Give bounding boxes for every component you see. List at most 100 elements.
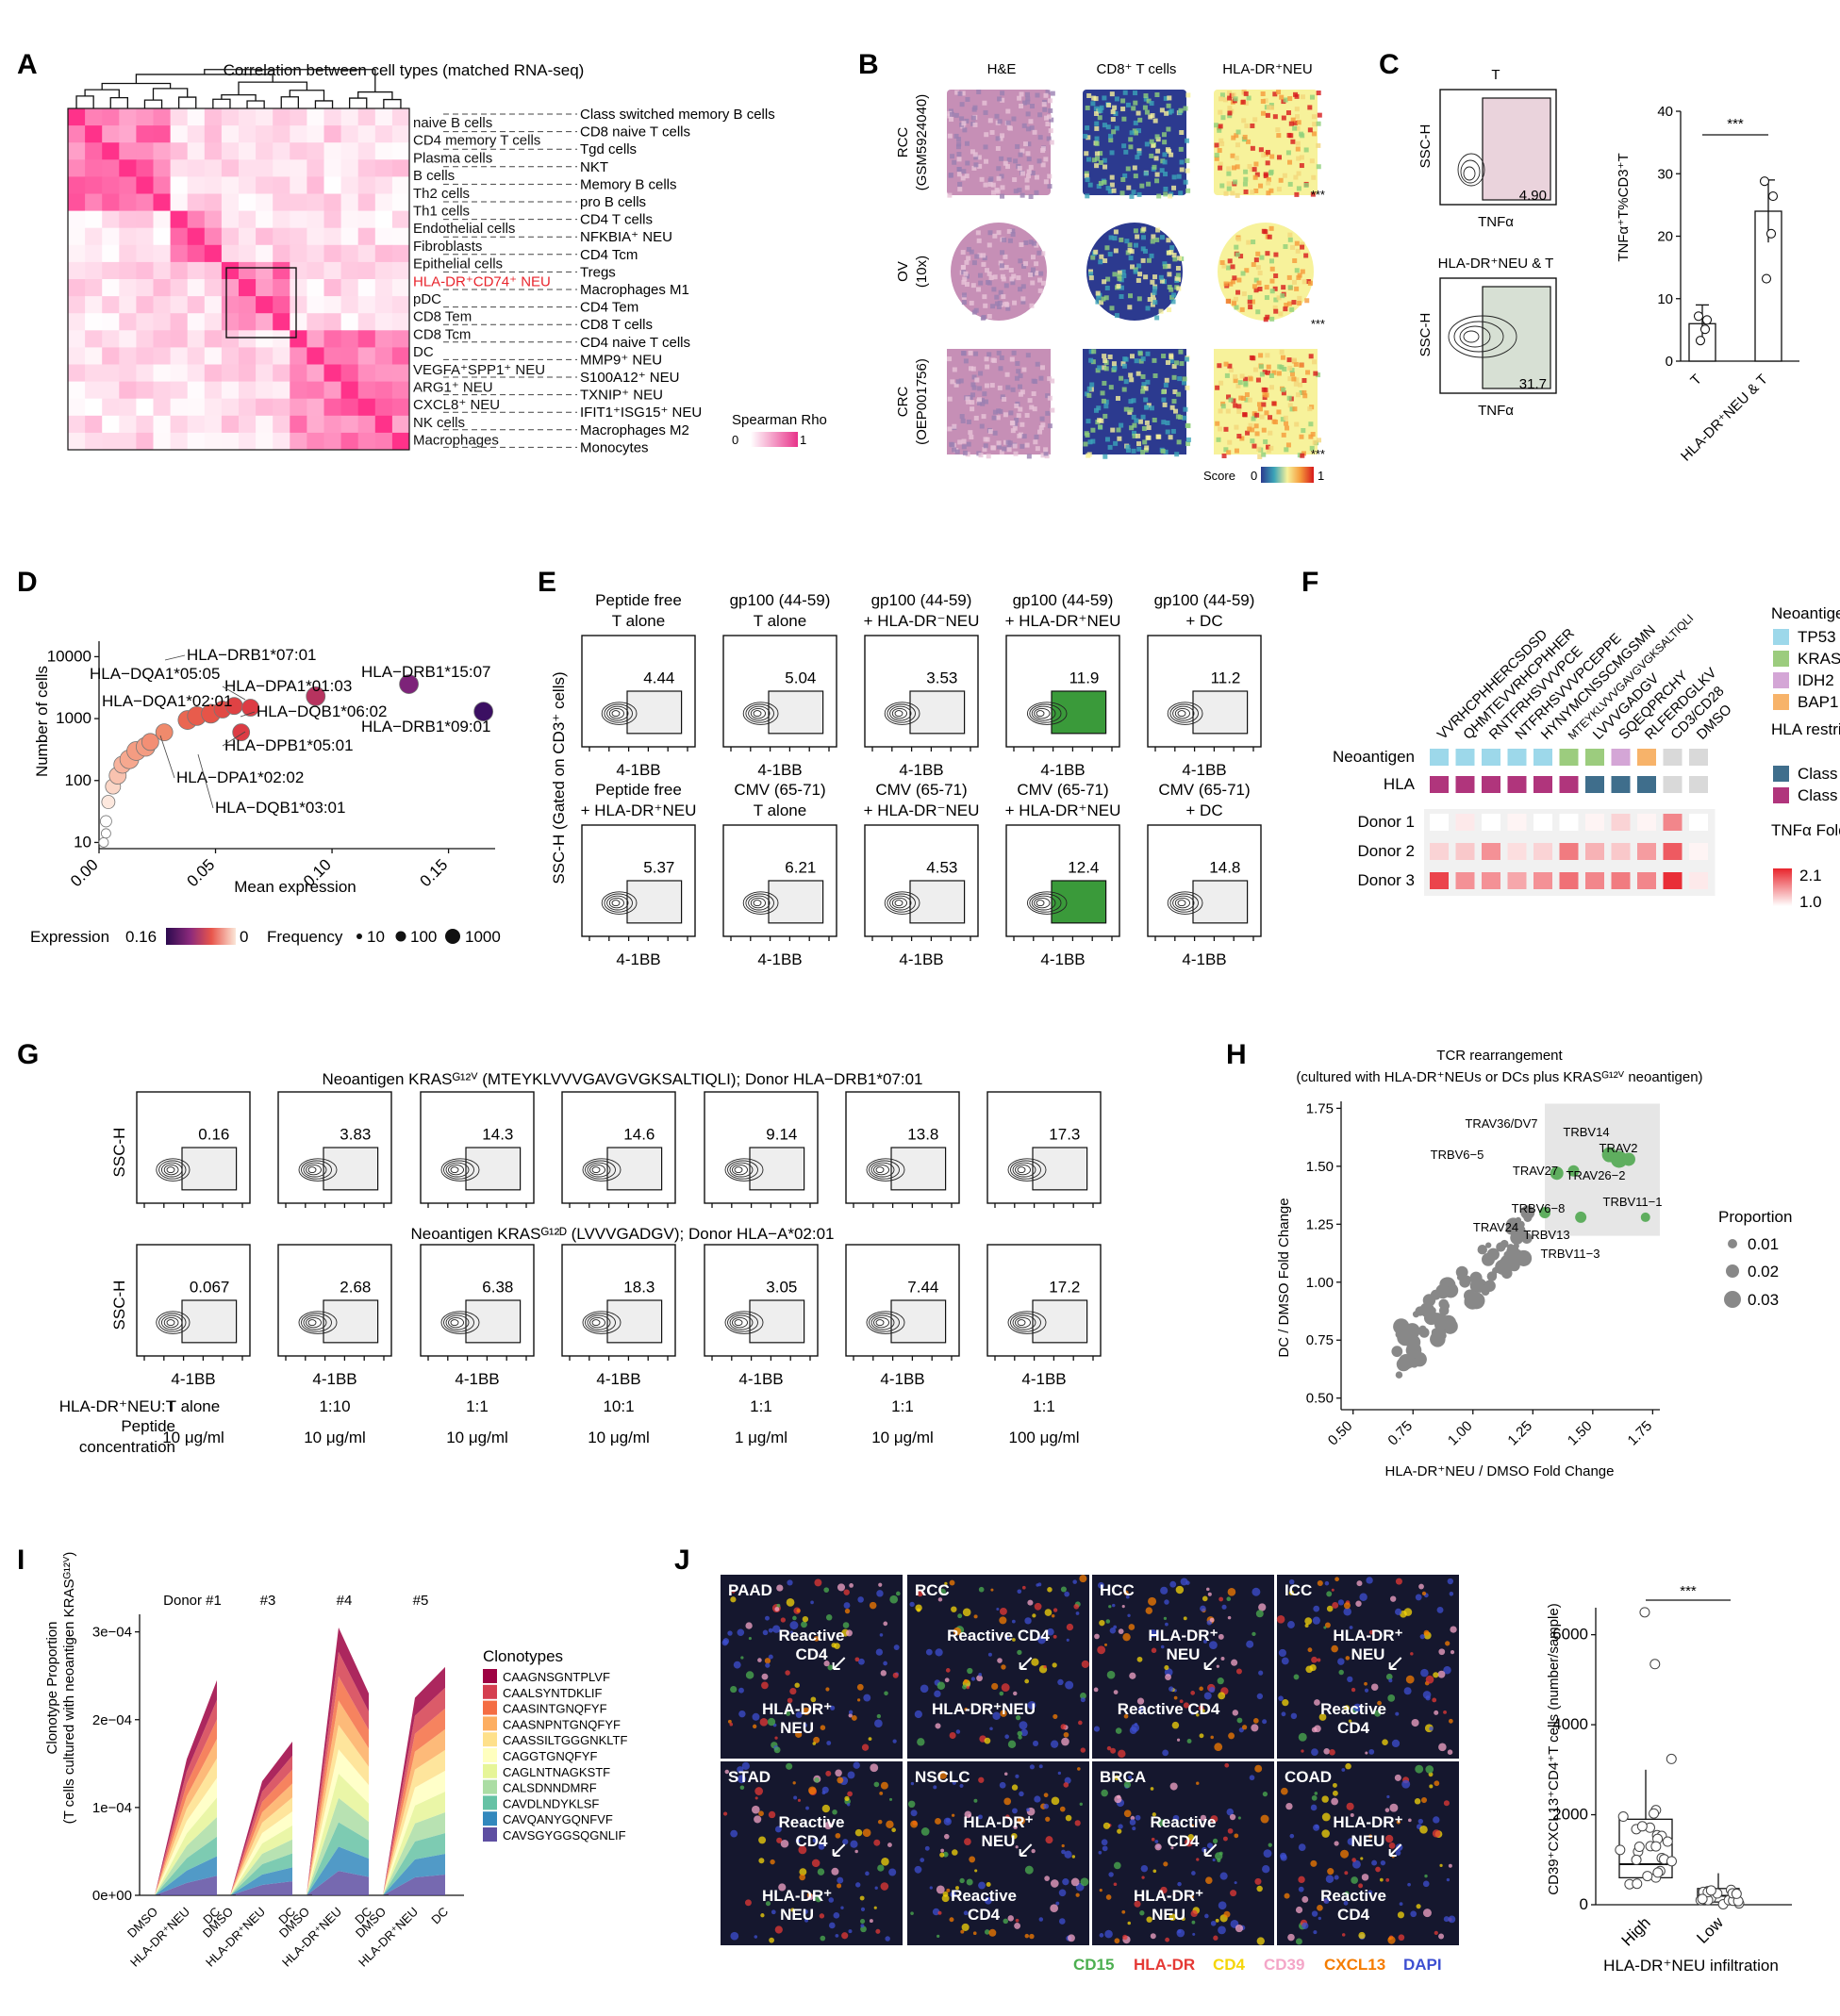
c-sig: *** [1727,116,1744,132]
j-tile-cell [1160,1586,1169,1595]
f-row-label: Neoantigen [1333,748,1415,766]
b-tile-speck [985,268,990,273]
b-tile-speck [1217,127,1222,133]
c-flow2-title: HLA-DR⁺NEU & T [1438,256,1554,272]
h-point-label: TRBV11−1 [1603,1195,1663,1209]
j-tile-cell [1044,1609,1053,1616]
b-tile-speck [1265,160,1270,166]
j-tile-cell [1036,1583,1039,1587]
j-tile-cell [959,1783,964,1789]
a-right-label: Class switched memory B cells [580,107,775,123]
a-heat-cell [391,227,410,246]
j-tile-cell [992,1711,1001,1721]
b-tile-speck [1000,273,1005,279]
b-tile-speck [1261,427,1267,433]
b-tile-speck [1031,240,1036,246]
a-right-label: Memory B cells [580,176,677,192]
b-tile-speck [1119,285,1124,290]
b-tile-speck [1140,449,1146,454]
b-tile-speck [1267,234,1272,240]
a-heat-cell [85,432,103,451]
a-heat-cell [273,210,290,229]
j-tile-cell [857,1596,864,1603]
e-title-line1: Peptide free [595,591,682,609]
j-tile-cell [1252,1631,1256,1637]
a-heat-cell [256,364,274,383]
j-tile-cell [885,1936,890,1942]
e-yaxis: SSC-H (Gated on CD3⁺ cells) [550,671,568,884]
j-tile-cell [991,1682,999,1690]
a-heat-cell [102,108,120,126]
j-tile-cell [837,1583,846,1592]
j-tile-cell [810,1600,814,1605]
b-tile-speck [1105,186,1111,191]
b-tile-speck [973,307,979,313]
j-tile-label-d: CD4 [1337,1906,1370,1924]
b-tile-speck [996,175,1002,181]
j-tile-cell [1015,1845,1019,1849]
j-tile-cell [1068,1934,1075,1942]
b-tile-speck [1144,405,1150,410]
j-tile-cell [1443,1916,1450,1923]
b-tile-speck [1039,416,1045,421]
a-heat-cell [290,176,307,194]
j-tile-cell [802,1615,809,1623]
j-marker-label: CD39 [1264,1956,1304,1974]
j-tile-cell [1341,1768,1346,1772]
j-tile-cell [1234,1881,1237,1885]
b-tile-speck [1120,361,1126,367]
b-tile-speck [1233,374,1238,380]
j-tile-cell [1053,1608,1058,1612]
j-tile-cell [941,1894,950,1903]
d-point [98,837,109,848]
b-tile-speck [1159,168,1165,174]
a-dendro-branch [178,96,197,108]
a-heat-cell [119,193,137,212]
b-tile-speck [1280,417,1285,422]
b-tile-speck [998,366,1003,372]
b-tile-speck [1131,106,1136,111]
b-tile-speck [977,253,983,258]
f-donor-cell [1455,872,1475,889]
j-tile-cell [1301,1749,1304,1753]
i-area-band [155,1777,217,1895]
j-tile-cell [814,1776,820,1783]
j-tile-cell [1219,1872,1228,1880]
j-tile-cell [1234,1833,1239,1839]
panel-label-g: G [17,1039,39,1070]
f-donor-cell [1507,872,1527,889]
b-score-max: 1 [1318,469,1324,483]
j-tile-cell [795,1838,801,1843]
a-heat-cell [391,313,410,331]
b-tile-speck [1185,157,1190,163]
j-tile-cell [1289,1833,1295,1839]
b-tile-speck [1301,378,1307,384]
a-heat-cell [323,159,342,177]
g-flow-contour [727,1160,758,1180]
b-tile-speck [1117,436,1122,441]
j-tile-cell [1231,1659,1238,1666]
i-donor-label: #5 [413,1593,429,1609]
j-tile-cell [1443,1710,1447,1714]
e-flow-value: 5.04 [785,669,816,687]
b-tile-speck [1273,252,1279,257]
b-tile-speck [1025,151,1031,157]
j-tile-cell [1154,1840,1159,1843]
a-heat-cell [391,193,410,212]
a-heat-cell [256,347,274,365]
j-tile-cell [962,1608,971,1617]
b-tile-speck [1236,277,1242,283]
b-tile-speck [1128,256,1134,261]
b-tile-speck [1005,306,1011,311]
j-tile-cell [1311,1794,1318,1801]
j-tile-cell [1399,1902,1403,1907]
a-heat-cell [357,398,376,417]
j-tile-cell [1313,1605,1320,1612]
b-tile-speck [1266,444,1271,450]
b-tile-speck [1268,105,1274,110]
j-tile-cell [1122,1934,1128,1941]
b-tile-speck [1247,397,1252,403]
j-tile-cell [1288,1590,1294,1595]
b-tile-speck [1175,414,1181,420]
b-tile-speck [1280,355,1285,360]
